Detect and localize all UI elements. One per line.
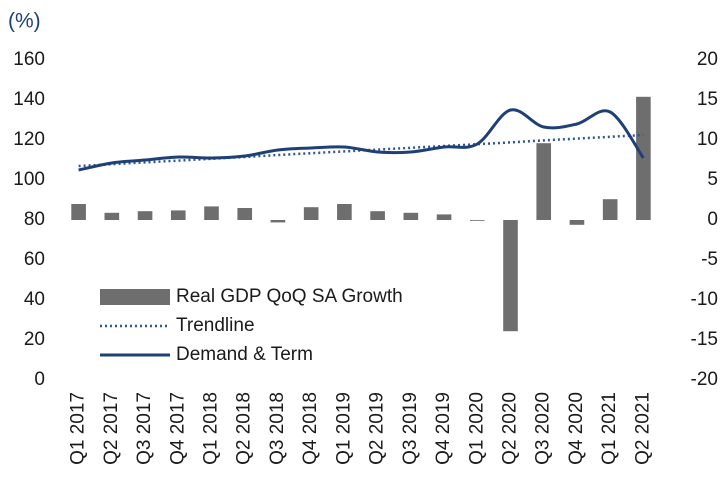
bar <box>137 211 153 220</box>
x-tick-label: Q4 2020 <box>566 392 587 465</box>
y-tick-label: 80 <box>24 209 45 230</box>
y2-tick-label: -20 <box>691 369 718 390</box>
y-tick-label: 100 <box>13 169 45 190</box>
bar <box>170 210 186 220</box>
y2-tick-label: 0 <box>707 209 718 230</box>
y2-tick-label: -5 <box>701 249 718 270</box>
bar <box>237 208 253 220</box>
x-tick-label: Q1 2019 <box>333 392 354 465</box>
y2-tick-label: -15 <box>691 329 718 350</box>
bar <box>403 212 419 220</box>
y-tick-label: 20 <box>24 329 45 350</box>
y2-tick-label: -10 <box>691 289 718 310</box>
y-axis-label: (%) <box>8 10 41 33</box>
bar <box>71 204 86 220</box>
x-tick-label: Q3 2019 <box>400 392 421 465</box>
legend-label: Real GDP QoQ SA Growth <box>176 286 403 307</box>
x-tick-label: Q3 2020 <box>533 392 554 465</box>
bar <box>104 212 120 220</box>
x-tick-label: Q2 2018 <box>234 392 255 465</box>
legend-swatch <box>100 289 170 305</box>
y2-tick-label: 20 <box>697 49 718 70</box>
x-tick-label: Q1 2017 <box>68 392 89 465</box>
bar <box>636 96 651 220</box>
x-tick-label: Q1 2021 <box>599 392 620 465</box>
bar <box>536 143 552 220</box>
bar <box>569 220 585 225</box>
x-tick-label: Q2 2021 <box>632 392 653 465</box>
y-tick-label: 120 <box>13 129 45 150</box>
x-tick-label: Q3 2018 <box>267 392 288 465</box>
line-series <box>78 133 644 168</box>
x-tick-label: Q2 2017 <box>101 392 122 465</box>
bar <box>370 211 385 220</box>
y2-tick-label: 5 <box>707 169 718 190</box>
line-series <box>78 108 645 172</box>
y-tick-label: 60 <box>24 249 45 270</box>
bar <box>204 206 219 220</box>
bar <box>337 204 352 220</box>
x-tick-label: Q3 2017 <box>134 392 155 465</box>
bar <box>303 207 319 220</box>
bar <box>436 214 452 220</box>
x-tick-label: Q4 2018 <box>300 392 321 465</box>
y2-tick-label: 10 <box>697 129 718 150</box>
x-tick-label: Q2 2020 <box>500 392 521 465</box>
bar <box>602 199 618 220</box>
y-tick-label: 140 <box>13 89 45 110</box>
bar <box>469 220 485 221</box>
x-tick-label: Q4 2017 <box>167 392 188 465</box>
x-tick-label: Q1 2020 <box>466 392 487 465</box>
y-tick-label: 40 <box>24 289 45 310</box>
legend-label: Trendline <box>176 315 255 336</box>
x-tick-label: Q4 2019 <box>433 392 454 465</box>
legend-label: Demand & Term <box>176 344 313 365</box>
x-tick-label: Q1 2018 <box>201 392 222 465</box>
y2-tick-label: 15 <box>697 89 718 110</box>
y-tick-label: 0 <box>34 369 45 390</box>
x-tick-label: Q2 2019 <box>367 392 388 465</box>
bar <box>270 220 286 223</box>
y-tick-label: 160 <box>13 49 45 70</box>
bar <box>503 220 518 332</box>
